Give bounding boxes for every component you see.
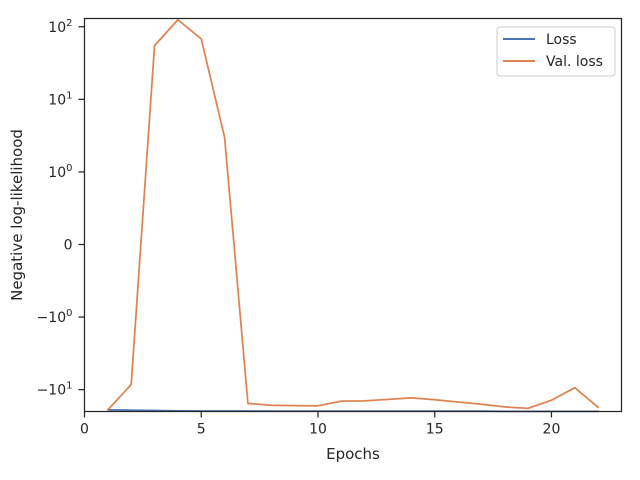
series-line-val-loss <box>106 18 600 411</box>
y-axis-ticks: 102 101 100 0 −100 −101 <box>37 18 85 399</box>
y-tick-label: 0 <box>64 237 73 253</box>
y-axis-label: Negative log-likelihood <box>8 129 26 301</box>
x-tick-label: 20 <box>543 422 561 438</box>
x-axis-ticks: 0 5 10 15 20 <box>80 411 561 438</box>
legend-label-loss: Loss <box>546 32 577 48</box>
y-tick-label: 102 <box>48 18 72 36</box>
x-tick-label: 10 <box>309 422 327 438</box>
legend-label-val-loss: Val. loss <box>546 54 603 70</box>
y-tick-label: 100 <box>48 163 72 181</box>
x-tick-label: 5 <box>197 422 206 438</box>
x-tick-label: 15 <box>426 422 444 438</box>
y-tick-label: 101 <box>48 90 72 108</box>
plot-frame <box>83 17 623 413</box>
x-axis-label: Epochs <box>326 445 380 463</box>
x-tick-label: 0 <box>80 422 89 438</box>
legend: Loss Val. loss <box>496 26 616 77</box>
y-tick-label: −101 <box>37 381 73 399</box>
y-tick-label: −100 <box>37 308 73 326</box>
